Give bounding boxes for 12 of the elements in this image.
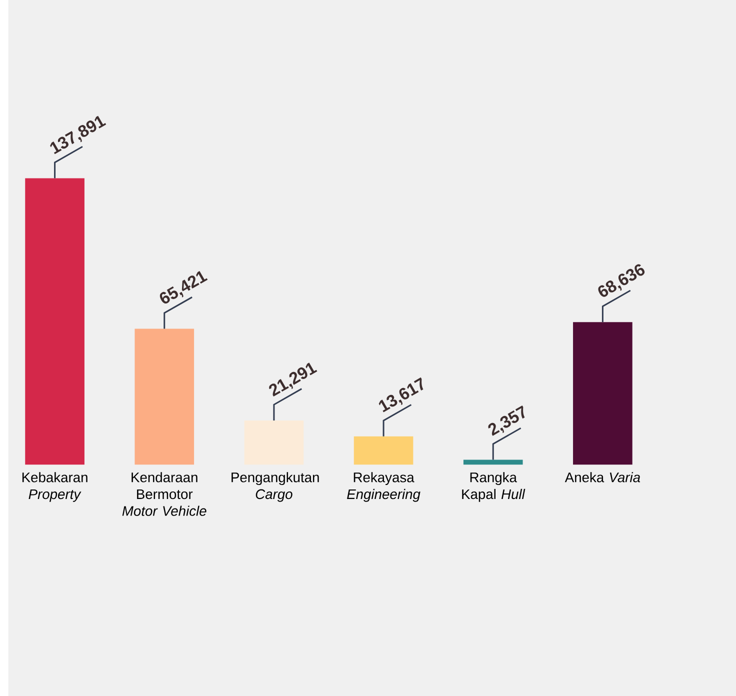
bar bbox=[463, 460, 523, 465]
x-tick-label: Kendaraan Bermotor Motor Vehicle bbox=[122, 472, 206, 516]
bar bbox=[354, 436, 414, 465]
bar bbox=[573, 322, 632, 465]
x-tick-label: Aneka Varia bbox=[564, 472, 640, 482]
x-tick-label: Pengangkutan Cargo bbox=[232, 472, 319, 502]
x-tick-label: Rekayasa Engineering bbox=[347, 472, 420, 502]
x-tick-label: Kebakaran Property bbox=[22, 472, 88, 502]
bar bbox=[134, 328, 194, 465]
bar bbox=[244, 420, 304, 465]
bar bbox=[25, 178, 84, 465]
x-tick-label: Rangka Kapal Hull bbox=[462, 472, 526, 502]
